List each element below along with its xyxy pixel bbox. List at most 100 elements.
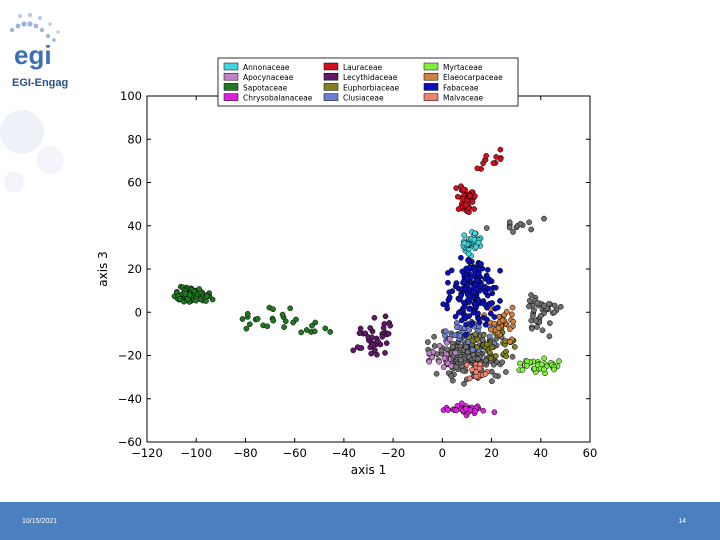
point-euphorbiaceae (503, 348, 509, 355)
point-fabaceae (497, 298, 503, 304)
point-fabaceae (445, 279, 451, 286)
point-chrysobalanaceae (453, 407, 460, 414)
legend-label-annonaceae: Annonaceae (243, 63, 290, 72)
x-tick-label: 0 (439, 446, 446, 460)
point-elaeocarpaceae (507, 338, 513, 345)
point-malvaceae (466, 375, 473, 382)
point-other (458, 357, 464, 363)
point-sapotaceae (281, 324, 287, 330)
point-chrysobalanaceae (480, 407, 487, 414)
point-sapotaceae (203, 298, 209, 304)
legend-label-malvaceae: Malvaceae (443, 94, 484, 103)
point-clusiaceae (451, 332, 458, 339)
point-annonaceae (461, 232, 468, 239)
point-other (492, 372, 499, 379)
point-annonaceae (465, 250, 472, 257)
point-annonaceae (461, 240, 468, 247)
point-other (537, 313, 544, 319)
legend-label-euphorbiaceae: Euphorbiaceae (343, 83, 399, 92)
point-sapotaceae (196, 286, 203, 292)
point-fabaceae (458, 254, 464, 261)
point-myrtaceae (541, 355, 547, 362)
point-other (461, 380, 467, 387)
point-sapotaceae (270, 317, 277, 324)
x-tick-label: −120 (131, 446, 163, 460)
point-other (506, 224, 513, 231)
point-other (526, 219, 532, 226)
point-fabaceae (453, 280, 460, 286)
point-lecythidaceae (371, 314, 378, 321)
point-fabaceae (444, 305, 451, 312)
point-fabaceae (487, 310, 494, 317)
point-lecythidaceae (350, 347, 357, 354)
point-other (534, 324, 540, 330)
point-elaeocarpaceae (499, 317, 506, 324)
point-fabaceae (463, 321, 469, 328)
point-lecythidaceae (382, 313, 389, 320)
point-other (551, 309, 558, 316)
point-other (539, 327, 546, 334)
point-sapotaceae (246, 321, 253, 328)
point-other (443, 346, 450, 353)
point-fabaceae (488, 300, 495, 306)
point-chrysobalanaceae (491, 409, 498, 416)
scatter-chart: −120 −100 −80 −60 −40 −20 0 20 40 60 100 80 60 40 20 0 −… (96, 57, 597, 477)
point-fabaceae (448, 267, 455, 274)
point-lecythidaceae (385, 330, 392, 337)
point-other (490, 361, 497, 368)
point-sapotaceae (193, 297, 199, 304)
point-fabaceae (470, 309, 477, 316)
point-elaeocarpaceae (487, 326, 494, 333)
legend-swatch-euphorbiaceae (323, 83, 339, 91)
point-apocynaceae (426, 350, 433, 357)
point-fabaceae (461, 278, 467, 285)
point-myrtaceae (517, 360, 523, 367)
point-apocynaceae (448, 363, 455, 369)
y-tick-label: 40 (127, 219, 142, 233)
point-other (528, 226, 535, 233)
point-sapotaceae (298, 329, 305, 336)
point-fabaceae (463, 331, 469, 338)
point-sapotaceae (243, 325, 250, 332)
point-elaeocarpaceae (510, 318, 517, 325)
point-apocynaceae (446, 335, 453, 342)
point-sapotaceae (309, 322, 315, 329)
data-points (171, 146, 564, 419)
point-other (433, 370, 440, 377)
point-lauraceae (467, 192, 473, 199)
point-euphorbiaceae (503, 353, 510, 360)
point-elaeocarpaceae (491, 320, 498, 327)
point-clusiaceae (456, 332, 463, 339)
point-apocynaceae (429, 354, 436, 361)
point-lecythidaceae (387, 322, 394, 329)
point-lecythidaceae (379, 333, 386, 340)
point-sapotaceae (203, 293, 210, 300)
point-lauraceae (474, 165, 481, 172)
y-tick-label: 20 (127, 262, 142, 276)
point-lecythidaceae (356, 330, 363, 337)
point-lauraceae (463, 202, 470, 208)
point-fabaceae (462, 315, 469, 322)
legend-label-fabaceae: Fabaceae (443, 83, 479, 92)
point-other (474, 356, 481, 362)
point-chrysobalanaceae (463, 405, 469, 412)
point-elaeocarpaceae (503, 308, 510, 315)
point-elaeocarpaceae (495, 325, 502, 331)
point-lauraceae (453, 185, 460, 191)
point-clusiaceae (454, 324, 460, 330)
point-myrtaceae (519, 366, 526, 373)
point-sapotaceae (327, 329, 334, 335)
point-other (533, 318, 539, 324)
y-tick-label: 0 (135, 305, 142, 319)
legend-label-clusiaceae: Clusiaceae (343, 94, 384, 103)
legend-swatch-lecythidaceae (323, 72, 339, 81)
point-chrysobalanaceae (472, 408, 478, 415)
point-malvaceae (473, 369, 480, 375)
point-other (460, 367, 466, 374)
point-sapotaceae (254, 315, 261, 322)
point-sapotaceae (209, 296, 216, 303)
point-clusiaceae (469, 346, 476, 353)
point-lecythidaceae (362, 330, 369, 337)
point-euphorbiaceae (502, 338, 509, 344)
